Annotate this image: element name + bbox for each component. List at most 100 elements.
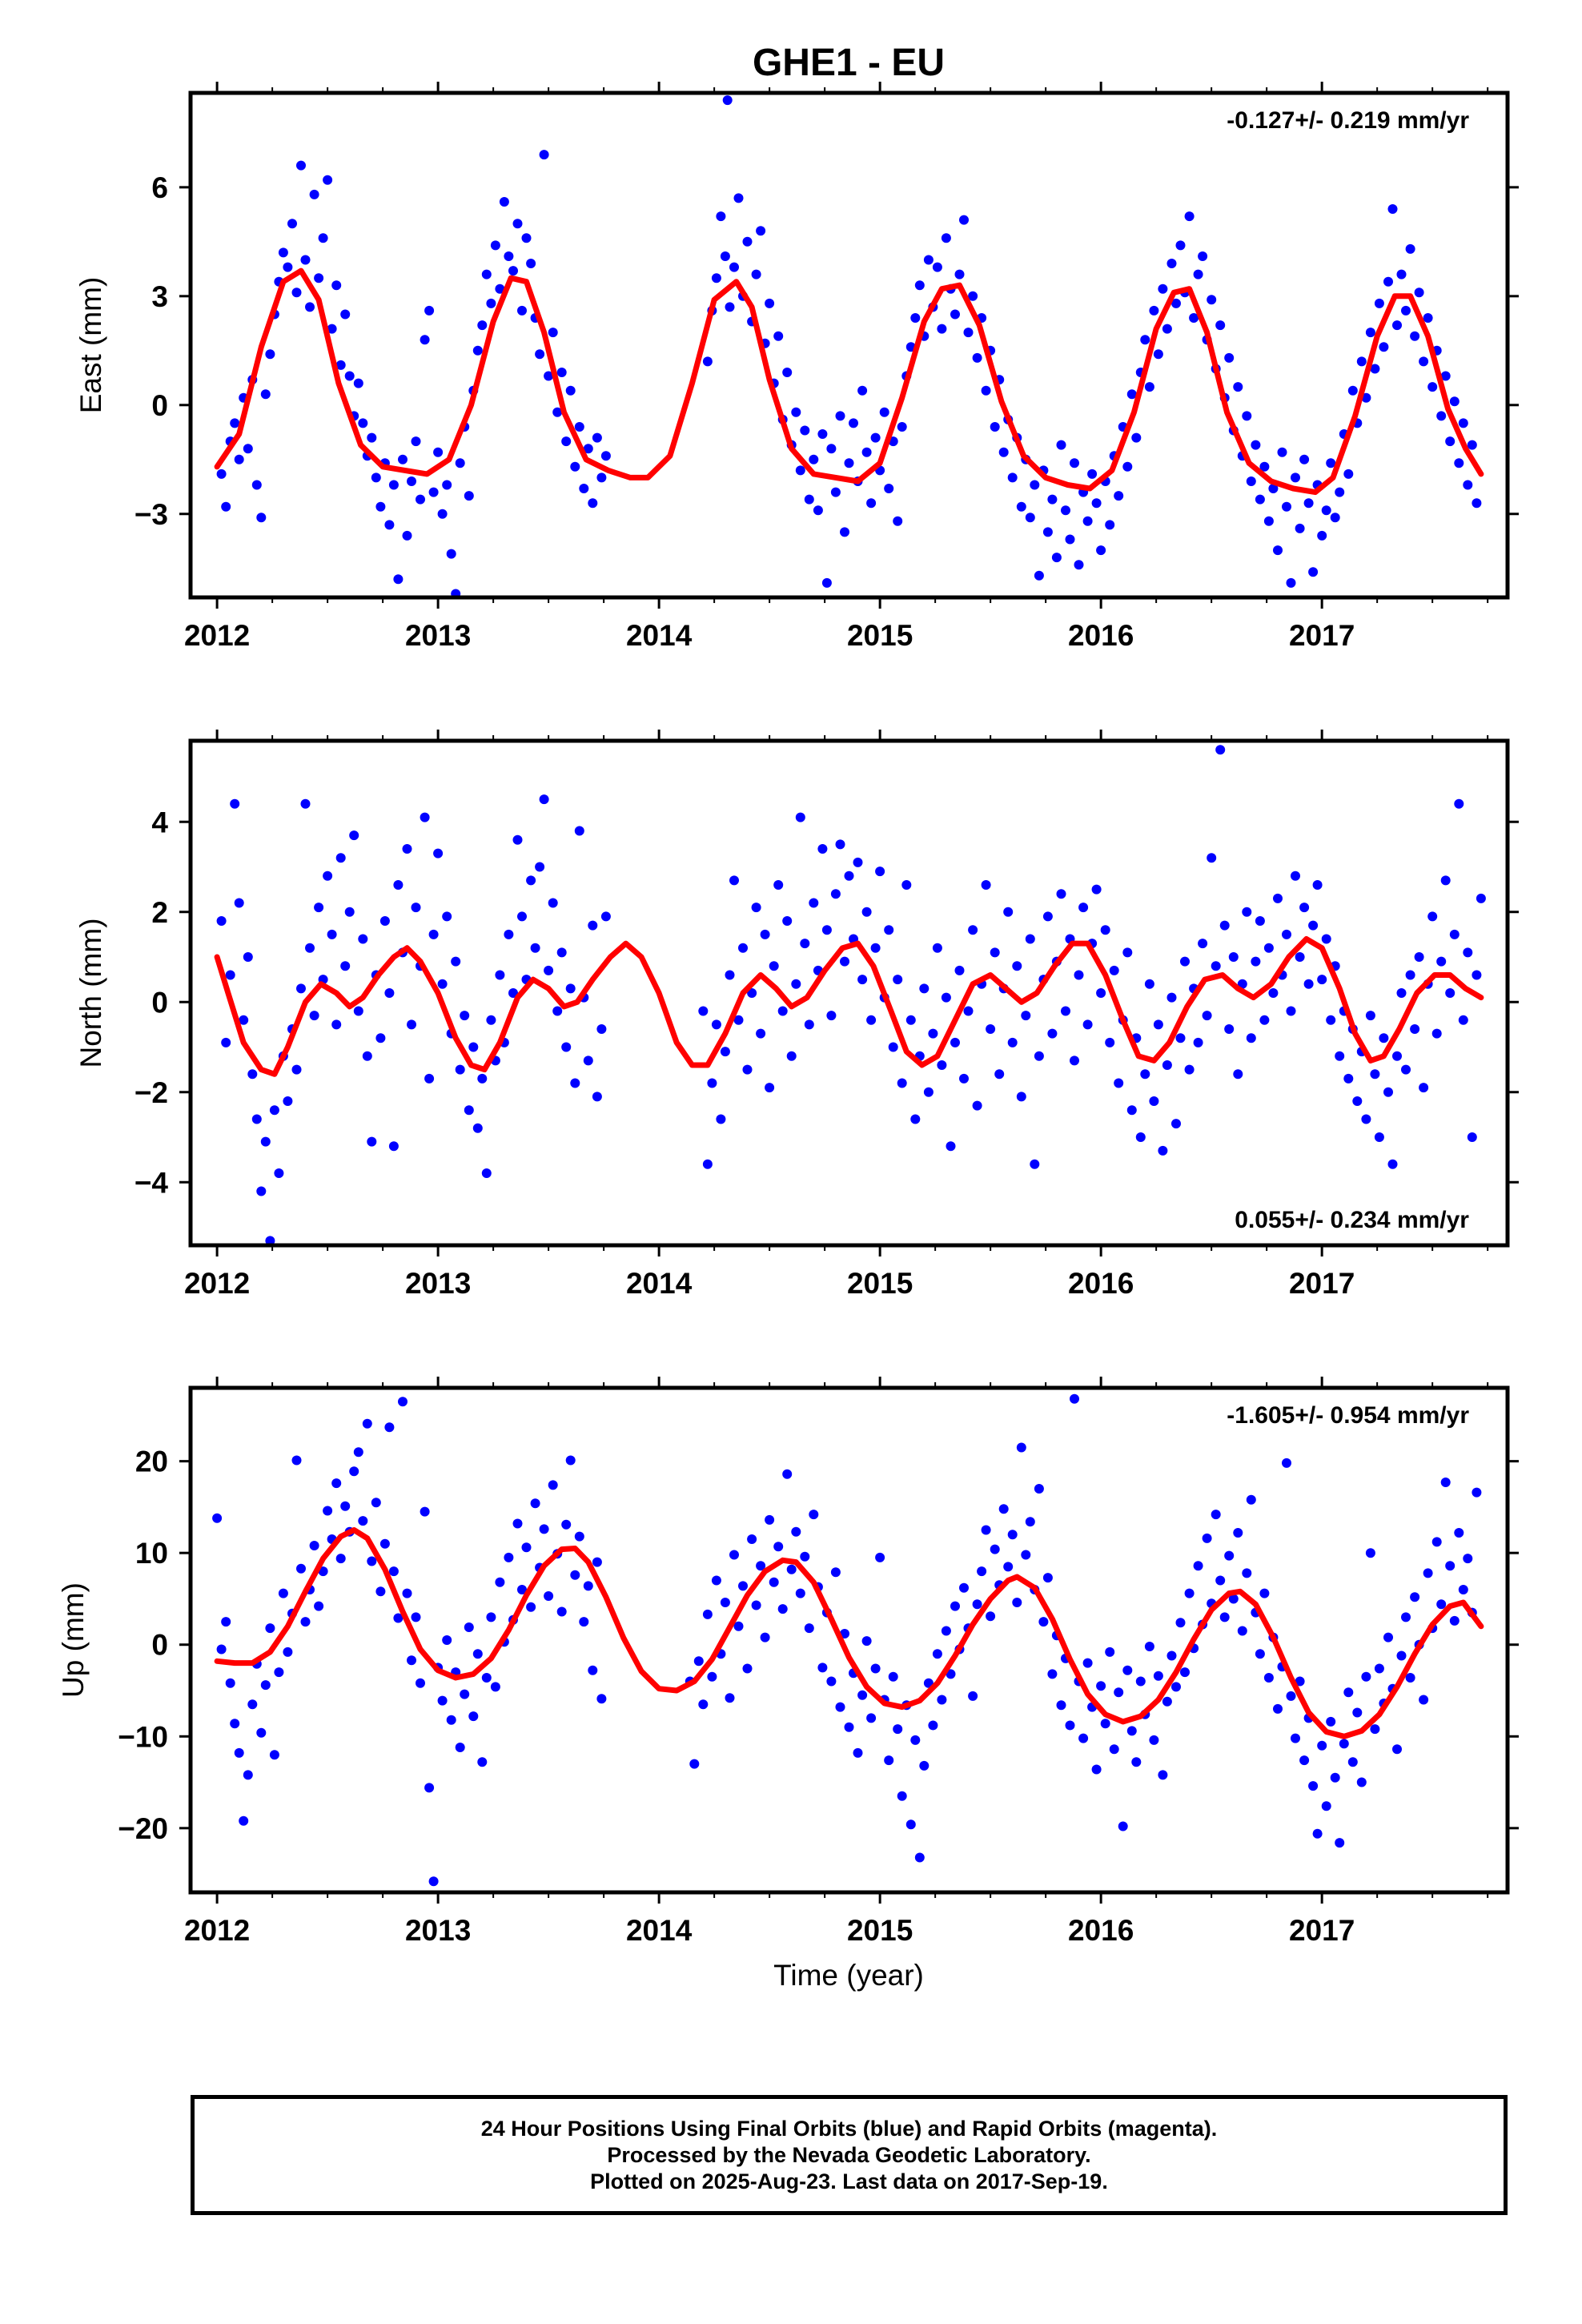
data-point — [844, 1722, 854, 1732]
data-point — [1091, 1764, 1102, 1775]
data-point — [1162, 324, 1172, 334]
data-point — [786, 1051, 797, 1061]
data-point — [1193, 1037, 1203, 1047]
data-point — [446, 549, 456, 559]
data-point — [495, 283, 505, 294]
data-point — [472, 1649, 483, 1659]
data-point — [1034, 1484, 1044, 1494]
y-axis-label: East (mm) — [74, 277, 107, 414]
data-point — [1211, 1510, 1221, 1520]
data-point — [393, 880, 404, 890]
data-point — [1056, 1700, 1066, 1711]
data-point — [247, 1069, 258, 1080]
data-point — [433, 848, 444, 858]
data-point — [861, 1636, 872, 1647]
data-point — [420, 1506, 430, 1517]
data-point — [561, 1519, 572, 1530]
data-point — [349, 1466, 359, 1477]
velocity-label: -0.127+/- 0.219 mm/yr — [1227, 107, 1469, 134]
data-point — [1268, 484, 1279, 493]
data-point — [1228, 1594, 1239, 1604]
data-point — [1436, 956, 1447, 967]
data-point — [1153, 1671, 1163, 1681]
data-point — [1135, 1676, 1146, 1687]
fit-curve — [214, 1527, 1484, 1739]
data-point — [1224, 1024, 1235, 1034]
x-tick-label: 2012 — [184, 1267, 250, 1300]
data-point — [358, 1516, 368, 1526]
data-point — [305, 302, 315, 312]
data-point — [251, 480, 262, 490]
data-point — [460, 1011, 470, 1021]
data-point — [1410, 1024, 1420, 1034]
data-point — [1189, 313, 1199, 323]
data-point — [1259, 1588, 1270, 1598]
data-point — [212, 1513, 223, 1523]
data-point — [1365, 328, 1375, 338]
data-point — [1431, 1537, 1442, 1547]
data-point — [919, 1760, 930, 1771]
data-point — [1419, 356, 1429, 367]
fit-curve — [214, 267, 1484, 496]
data-point — [1144, 382, 1154, 392]
data-point — [1042, 1573, 1053, 1583]
data-point — [1233, 1069, 1243, 1080]
data-point — [1263, 1673, 1274, 1683]
data-point — [1454, 798, 1464, 809]
data-point — [1303, 498, 1314, 509]
data-point — [1449, 929, 1460, 939]
data-point — [1303, 979, 1314, 989]
data-point — [1078, 903, 1089, 913]
data-point — [375, 1586, 386, 1597]
data-point — [437, 1695, 448, 1706]
data-point — [1047, 1028, 1058, 1039]
data-point — [1405, 1673, 1415, 1683]
data-point — [923, 255, 934, 265]
data-point — [556, 947, 567, 958]
data-point — [1215, 1575, 1226, 1586]
data-point — [830, 487, 841, 497]
data-point — [884, 484, 894, 493]
data-point — [1056, 440, 1066, 450]
data-point — [574, 422, 584, 432]
data-point — [1233, 382, 1243, 392]
data-point — [1091, 884, 1102, 895]
data-point — [335, 1554, 346, 1564]
x-tick-label: 2014 — [626, 619, 693, 652]
data-point — [504, 929, 514, 939]
data-point — [821, 925, 832, 935]
data-point — [725, 1693, 735, 1703]
data-point — [596, 472, 607, 483]
data-point — [1419, 1083, 1429, 1093]
data-point — [888, 1671, 898, 1682]
data-point — [866, 1015, 877, 1025]
data-point — [504, 251, 514, 261]
data-point — [1056, 889, 1066, 899]
data-point — [765, 1083, 775, 1093]
data-point — [243, 444, 253, 454]
data-point — [720, 1047, 730, 1057]
data-point — [765, 1514, 775, 1525]
data-point — [1074, 970, 1084, 980]
data-point — [720, 1598, 730, 1607]
data-point — [879, 407, 889, 417]
data-point — [928, 1720, 938, 1731]
data-point — [782, 1469, 793, 1479]
data-point — [1114, 1078, 1124, 1088]
data-point — [1211, 961, 1221, 971]
data-point — [849, 418, 858, 428]
y-tick-label: 4 — [151, 806, 168, 838]
x-tick-label: 2017 — [1289, 1267, 1355, 1300]
data-point — [773, 331, 784, 341]
data-point — [437, 979, 448, 989]
data-point — [941, 233, 951, 243]
data-point — [1030, 480, 1040, 490]
data-point — [853, 1747, 863, 1758]
data-point — [910, 1735, 921, 1745]
y-tick-label: −20 — [118, 1812, 168, 1845]
data-point — [411, 436, 421, 447]
data-point — [433, 447, 444, 457]
data-point — [844, 458, 854, 468]
data-point — [1202, 1011, 1212, 1021]
data-point — [1184, 1064, 1195, 1075]
